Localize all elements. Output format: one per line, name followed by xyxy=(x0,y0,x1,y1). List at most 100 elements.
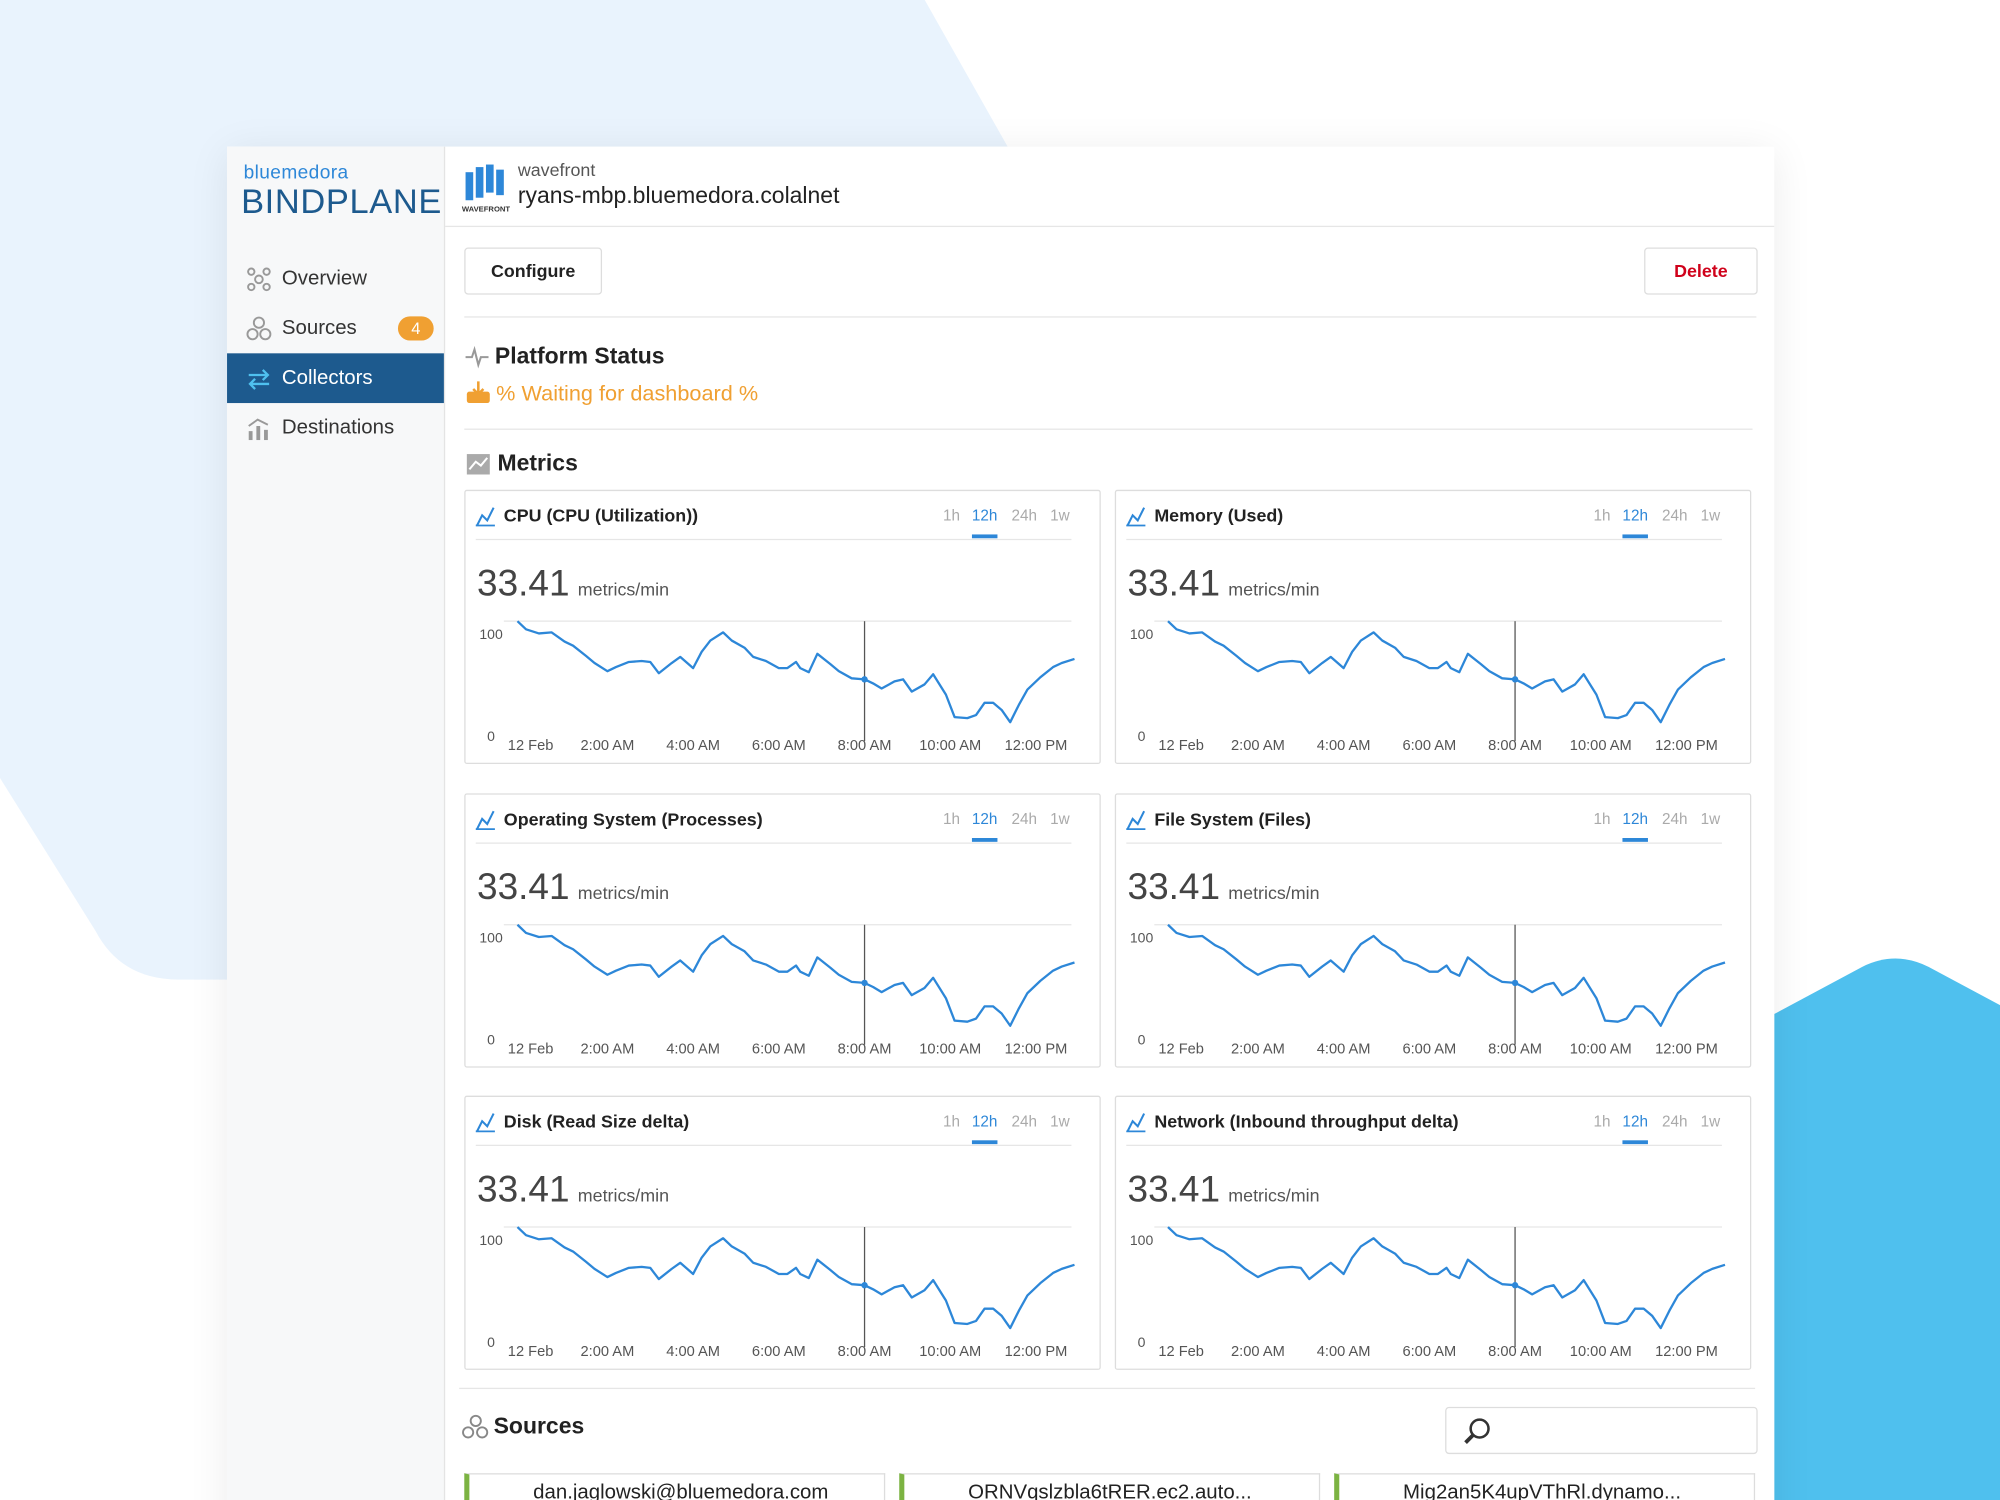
metric-value: 33.41 xyxy=(1128,563,1221,604)
range-tab[interactable]: 1w xyxy=(1701,811,1722,828)
nav-label: Overview xyxy=(281,267,367,290)
chart-icon xyxy=(1126,1113,1146,1132)
chart-icon xyxy=(1126,507,1146,526)
source-card[interactable]: ORNVqslzbla6tRER.ec2.auto... xyxy=(899,1473,1321,1500)
x-tick-label: 2:00 AM xyxy=(581,738,635,754)
metric-chart: Disk (Read Size delta) 1h 12h 24h 1w 33.41 met… xyxy=(475,1112,1075,1360)
y-tick-label: 0 xyxy=(487,1334,495,1350)
y-tick-label: 100 xyxy=(1130,626,1154,642)
sources-icon xyxy=(462,1414,489,1439)
collector-kind: wavefront xyxy=(517,159,596,180)
x-tick-label: 12:00 PM xyxy=(1655,1344,1718,1360)
x-tick-label: 10:00 AM xyxy=(1570,1344,1632,1360)
search-box[interactable] xyxy=(1445,1406,1758,1455)
range-tab[interactable]: 24h xyxy=(1662,1113,1688,1130)
status-message: % Waiting for dashboard % xyxy=(496,381,759,406)
section-title: Metrics xyxy=(497,450,578,476)
range-underline xyxy=(971,1140,998,1145)
x-tick-label: 2:00 AM xyxy=(581,1344,635,1360)
section-title: Platform Status xyxy=(494,343,665,369)
wavefront-logo: WAVEFRONT xyxy=(462,164,511,214)
range-tab[interactable]: 24h xyxy=(1011,811,1037,828)
x-tick-label: 6:00 AM xyxy=(752,738,806,754)
range-underline xyxy=(1622,838,1648,842)
x-tick-label: 4:00 AM xyxy=(1317,1344,1371,1360)
metric-line xyxy=(1167,1226,1726,1330)
range-tab[interactable]: 1w xyxy=(1701,507,1722,524)
x-tick-label: 4:00 AM xyxy=(666,1042,720,1058)
metric-value: 33.41 xyxy=(1128,866,1221,907)
x-tick-label: 10:00 AM xyxy=(1570,738,1632,754)
range-underline xyxy=(971,838,998,842)
x-tick-label: 6:00 AM xyxy=(1402,1042,1456,1058)
range-tab[interactable]: 1h xyxy=(1594,811,1611,828)
divider xyxy=(464,428,1753,430)
range-tab[interactable]: 1w xyxy=(1050,811,1071,828)
metric-line xyxy=(1167,923,1726,1027)
nav-item[interactable]: Destinations xyxy=(227,403,444,453)
chart-icon xyxy=(476,507,495,526)
range-tab[interactable]: 24h xyxy=(1662,507,1688,524)
range-tab[interactable]: 24h xyxy=(1011,1113,1037,1130)
x-tick-label: 10:00 AM xyxy=(919,738,981,754)
range-tab[interactable]: 1h xyxy=(943,811,960,828)
x-tick-label: 12:00 PM xyxy=(1005,1042,1068,1058)
x-tick-label: 2:00 AM xyxy=(1231,738,1285,754)
x-tick-label: 10:00 AM xyxy=(919,1042,981,1058)
range-tab[interactable]: 24h xyxy=(1662,811,1688,828)
cursor-dot xyxy=(861,1282,868,1289)
x-tick-label: 8:00 AM xyxy=(838,1344,892,1360)
range-tab[interactable]: 1h xyxy=(1594,1113,1611,1130)
x-tick-label: 12 Feb xyxy=(1158,1042,1204,1058)
cursor-dot xyxy=(861,979,868,987)
configure-button[interactable]: Configure xyxy=(464,247,603,295)
metric-title: Memory (Used) xyxy=(1154,506,1283,526)
metrics-icon xyxy=(466,454,490,475)
collector-name: ryans-mbp.bluemedora.colalnet xyxy=(517,182,840,208)
cursor-dot xyxy=(1511,676,1519,683)
metric-card: File System (Files) 1h 12h 24h 1w 33.41 metric… xyxy=(1114,793,1752,1068)
x-tick-label: 4:00 AM xyxy=(1317,1042,1371,1058)
metric-unit: metrics/min xyxy=(578,580,669,600)
range-tab-active[interactable]: 12h xyxy=(972,507,998,524)
range-tab[interactable]: 1w xyxy=(1050,507,1071,524)
metric-line xyxy=(516,923,1075,1027)
range-tab[interactable]: 1h xyxy=(1594,507,1611,524)
metric-value: 33.41 xyxy=(477,563,570,604)
chart-icon xyxy=(1126,810,1146,830)
range-tab-active[interactable]: 12h xyxy=(1622,1113,1648,1130)
nav-item-active[interactable]: Collectors xyxy=(227,353,444,404)
x-tick-label: 12:00 PM xyxy=(1005,738,1068,754)
x-tick-label: 8:00 AM xyxy=(838,738,892,754)
section-title: Sources xyxy=(493,1413,585,1439)
source-card[interactable]: Mig2an5K4upVThRl.dynamo... xyxy=(1334,1473,1756,1500)
nav-item[interactable]: Overview xyxy=(227,254,444,304)
chart-icon xyxy=(476,1113,495,1132)
source-card[interactable]: dan.jaglowski@bluemedora.com xyxy=(464,1473,886,1500)
y-tick-label: 100 xyxy=(1130,1232,1154,1248)
x-tick-label: 12 Feb xyxy=(508,1344,554,1360)
metric-unit: metrics/min xyxy=(578,1186,669,1206)
metric-chart: CPU (CPU (Utilization)) 1h 12h 24h 1w 33.41 me… xyxy=(475,506,1075,754)
x-tick-label: 2:00 AM xyxy=(1231,1042,1285,1058)
range-tab[interactable]: 1w xyxy=(1701,1113,1722,1130)
range-tab-active[interactable]: 12h xyxy=(972,811,998,828)
delete-button[interactable]: Delete xyxy=(1644,247,1758,295)
logo-caption: WAVEFRONT xyxy=(462,205,511,214)
range-tab[interactable]: 1h xyxy=(943,507,960,524)
metric-card: Operating System (Processes) 1h 12h 24h 1w 33… xyxy=(464,793,1101,1068)
x-tick-label: 12 Feb xyxy=(1158,1344,1204,1360)
nav-label: Collectors xyxy=(281,367,373,390)
range-tab[interactable]: 24h xyxy=(1011,507,1037,524)
range-tab[interactable]: 1h xyxy=(943,1113,960,1130)
metric-unit: metrics/min xyxy=(578,883,669,903)
range-tab-active[interactable]: 12h xyxy=(1622,507,1648,524)
range-tab-active[interactable]: 12h xyxy=(972,1113,998,1130)
nav-item[interactable]: Sources 4 xyxy=(227,304,444,354)
range-tab-active[interactable]: 12h xyxy=(1622,811,1648,828)
x-tick-label: 4:00 AM xyxy=(666,1344,720,1360)
x-tick-label: 12 Feb xyxy=(1158,738,1204,754)
range-tab[interactable]: 1w xyxy=(1050,1113,1071,1130)
chart-icon xyxy=(476,810,495,830)
